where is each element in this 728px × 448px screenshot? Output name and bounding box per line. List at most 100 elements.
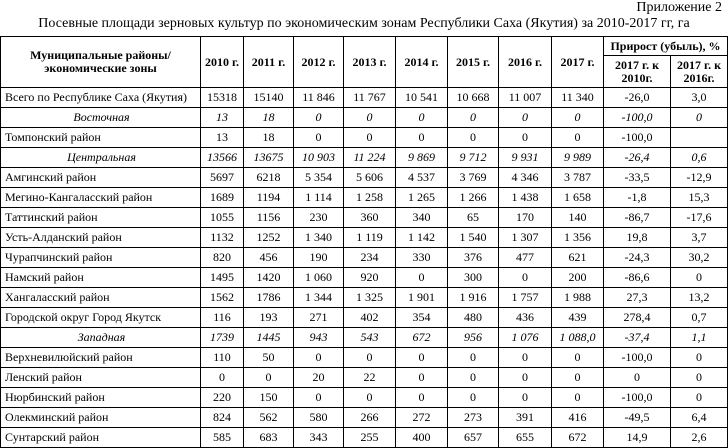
table-cell: 343 <box>293 427 344 448</box>
table-cell: 0 <box>343 347 396 368</box>
zone-row: Центральная 13566 13675 10 903 11 224 9 869 9 … <box>0 147 728 168</box>
table-cell: 1 258 <box>343 187 396 208</box>
table-cell: 1 325 <box>343 287 396 308</box>
table-cell: 140 <box>551 207 604 228</box>
table-cell: 0,6 <box>669 147 728 168</box>
table-cell: 1132 <box>200 227 244 248</box>
table-row: Чурапчинский район 820 456 190 234 330 376 477 6… <box>0 247 728 268</box>
table-cell: 672 <box>551 427 604 448</box>
table-cell: 1 344 <box>293 287 344 308</box>
table-cell: -12,9 <box>669 167 728 188</box>
table-cell: 10 903 <box>293 147 344 168</box>
table-cell: -24,3 <box>603 247 671 268</box>
table-cell: 9 931 <box>498 147 552 168</box>
table-cell: 0 <box>395 347 448 368</box>
table-cell: 4 537 <box>395 167 448 188</box>
table-cell: 6218 <box>243 167 294 188</box>
table-cell: 0 <box>200 367 244 388</box>
header-year: 2017 г. <box>551 36 604 88</box>
table-cell: 0 <box>395 387 448 408</box>
table-cell: 0 <box>447 387 499 408</box>
table-cell: 824 <box>200 407 244 428</box>
table-cell: 0 <box>395 267 448 288</box>
table-cell: 1739 <box>200 327 244 348</box>
row-name: Центральная <box>0 147 201 168</box>
table-cell: 19,8 <box>603 227 671 248</box>
table-cell: 436 <box>498 307 552 328</box>
table-cell: 170 <box>498 207 552 228</box>
table-cell: 9 712 <box>447 147 499 168</box>
table-cell: 5 606 <box>343 167 396 188</box>
table-cell: 1 916 <box>447 287 499 308</box>
table-cell: 5697 <box>200 167 244 188</box>
table-row: Ленский район 0 0 20 22 0 0 0 0 0 0 <box>0 367 728 388</box>
table-cell: 11 767 <box>343 87 396 108</box>
table-cell: -26,4 <box>603 147 671 168</box>
table-cell: 376 <box>447 247 499 268</box>
header-year: 2013 г. <box>343 36 396 88</box>
zone-row: Восточная 13 18 0 0 0 0 0 0 -100,0 0 <box>0 107 728 128</box>
table-cell: -37,4 <box>603 327 671 348</box>
table-cell: 330 <box>395 247 448 268</box>
table-cell: 0 <box>498 267 552 288</box>
table-cell: 11 846 <box>293 87 344 108</box>
table-cell: -100,0 <box>603 127 671 148</box>
row-name: Таттинский район <box>0 207 201 228</box>
table-cell: 0 <box>498 127 552 148</box>
row-name: Мегино-Кангаласский район <box>0 187 201 208</box>
table-cell: 272 <box>395 407 448 428</box>
table-cell: 4 346 <box>498 167 552 188</box>
table-row: Таттинский район 1055 1156 230 360 340 65 170 14… <box>0 207 728 228</box>
table-cell: 230 <box>293 207 344 228</box>
table-row: Хангаласский район 1562 1786 1 344 1 325 1 90… <box>0 287 728 308</box>
table-cell: 0 <box>551 127 604 148</box>
table-cell: 1562 <box>200 287 244 308</box>
table-cell: 10 668 <box>447 87 499 108</box>
table-cell: 300 <box>447 267 499 288</box>
table-cell: 6,4 <box>669 407 728 428</box>
table-cell: 273 <box>447 407 499 428</box>
table-cell: 15140 <box>243 87 294 108</box>
table-cell: 1 988 <box>551 287 604 308</box>
table-cell: 13 <box>200 127 244 148</box>
row-name: Восточная <box>0 107 201 128</box>
table-cell: 956 <box>447 327 499 348</box>
table-cell: 621 <box>551 247 604 268</box>
table-cell: 562 <box>243 407 294 428</box>
row-name: Городской округ Город Якутск <box>0 307 201 328</box>
table-cell: 3,0 <box>669 87 728 108</box>
table-cell: 193 <box>243 307 294 328</box>
table-cell: 456 <box>243 247 294 268</box>
table-cell: 110 <box>200 347 244 368</box>
table-cell: -86,6 <box>603 267 671 288</box>
table-title: Посевные площади зерновых культур по эко… <box>38 16 690 31</box>
table-cell: 1 060 <box>293 267 344 288</box>
table-cell: -33,5 <box>603 167 671 188</box>
table-cell: 0 <box>395 127 448 148</box>
table-cell: 820 <box>200 247 244 268</box>
table-cell: 1,1 <box>669 327 728 348</box>
table-cell: 1055 <box>200 207 244 228</box>
table-cell: 683 <box>243 427 294 448</box>
table-cell: 266 <box>343 407 396 428</box>
table-cell: 0 <box>551 387 604 408</box>
table-cell: 943 <box>293 327 344 348</box>
row-name: Сунтарский район <box>0 427 201 448</box>
table-cell: 2,6 <box>669 427 728 448</box>
table-cell: 13 <box>200 107 244 128</box>
zone-row: Западная 1739 1445 943 543 672 956 1 076 1 088,0… <box>0 327 728 348</box>
table-cell: 1 265 <box>395 187 448 208</box>
table-cell: 0 <box>498 107 552 128</box>
table-cell: 1156 <box>243 207 294 228</box>
header-year: 2012 г. <box>293 36 344 88</box>
table-cell: 0 <box>395 107 448 128</box>
row-name: Верхневилюйский район <box>0 347 201 368</box>
table-cell: 255 <box>343 427 396 448</box>
table-cell: 30,2 <box>669 247 728 268</box>
table-cell: 10 541 <box>395 87 448 108</box>
row-name: Чурапчинский район <box>0 247 201 268</box>
table-cell: 0 <box>447 107 499 128</box>
table-cell: 416 <box>551 407 604 428</box>
row-name: Всего по Республике Саха (Якутия) <box>0 87 201 108</box>
table-cell: 1 757 <box>498 287 552 308</box>
